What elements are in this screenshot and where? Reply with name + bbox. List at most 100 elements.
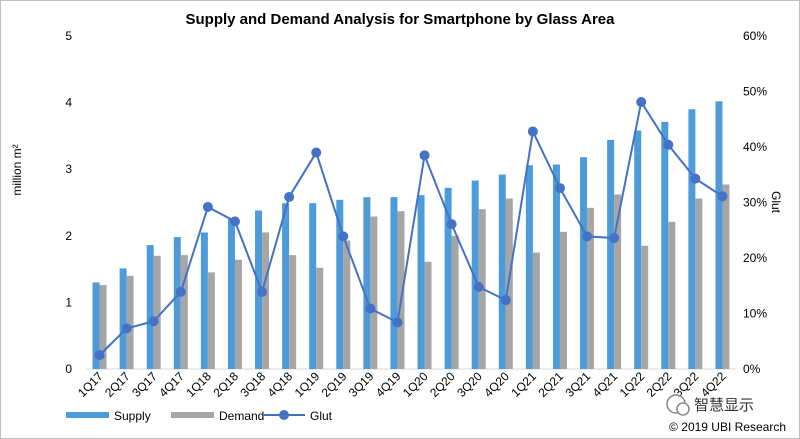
supply-bar — [444, 187, 452, 369]
chart-title: Supply and Demand Analysis for Smartphon… — [185, 11, 615, 28]
y2-axis-label: Glut — [769, 191, 783, 214]
glut-marker — [446, 219, 457, 230]
glut-marker — [311, 147, 322, 158]
demand-bar — [532, 252, 540, 369]
supply-bar — [471, 180, 479, 369]
supply-bar — [363, 197, 371, 369]
legend-marker-glut — [279, 410, 289, 420]
supply-bar — [119, 268, 127, 369]
supply-bar — [525, 165, 533, 369]
supply-bar — [498, 174, 506, 369]
y2-tick-label: 10% — [743, 307, 767, 321]
glut-line-group — [94, 97, 728, 361]
y-axis-ticks: 0 1 2 3 4 5 — [65, 29, 72, 376]
glut-marker — [554, 183, 565, 194]
glut-marker — [175, 286, 186, 297]
glut-marker — [636, 97, 647, 108]
glut-marker — [365, 303, 376, 314]
legend-label-demand: Demand — [219, 409, 264, 423]
y2-tick-label: 50% — [743, 85, 767, 99]
supply-bar — [227, 219, 235, 369]
glut-marker — [94, 350, 105, 361]
supply-bar — [173, 237, 181, 369]
demand-bar — [397, 211, 405, 369]
demand-bar — [316, 267, 324, 369]
supply-bar — [634, 130, 642, 369]
glut-marker — [473, 281, 484, 292]
glut-marker — [392, 317, 403, 328]
demand-bar — [722, 184, 730, 369]
supply-bar — [580, 157, 588, 369]
glut-marker — [419, 150, 430, 161]
glut-marker — [229, 216, 240, 227]
demand-bar — [126, 275, 134, 369]
demand-bar — [343, 240, 351, 369]
y-tick-label: 4 — [65, 96, 72, 110]
glut-marker — [121, 323, 132, 334]
y2-tick-label: 40% — [743, 140, 767, 154]
watermark: 智慧显示 — [666, 394, 754, 416]
supply-bar — [309, 203, 317, 369]
demand-bar — [641, 245, 649, 369]
glut-marker — [148, 316, 159, 327]
y-tick-label: 3 — [65, 162, 72, 176]
glut-marker — [690, 173, 701, 184]
demand-bar — [289, 255, 297, 369]
glut-marker — [717, 191, 728, 202]
y2-tick-label: 60% — [743, 29, 767, 43]
glut-marker — [202, 201, 213, 212]
demand-bar — [668, 221, 676, 369]
y-tick-label: 5 — [65, 29, 72, 43]
demand-bar — [424, 261, 432, 369]
supply-bar — [417, 195, 425, 369]
legend: Supply Demand Glut — [66, 409, 333, 423]
demand-bar — [99, 285, 107, 369]
y2-tick-label: 0% — [743, 362, 761, 376]
supply-bar — [92, 282, 100, 369]
demand-bar — [451, 235, 459, 369]
demand-bar — [153, 255, 161, 369]
glut-marker — [284, 191, 295, 202]
supply-bar — [390, 197, 398, 369]
demand-bar — [559, 231, 567, 369]
y-axis-label: million m² — [10, 144, 24, 195]
demand-bar — [262, 232, 270, 369]
glut-marker — [663, 139, 674, 150]
supply-bar — [661, 121, 669, 369]
legend-label-supply: Supply — [114, 409, 151, 423]
demand-bar — [587, 207, 595, 369]
wechat-icon-small — [676, 402, 690, 416]
legend-swatch-supply — [66, 412, 109, 418]
y-tick-label: 2 — [65, 229, 72, 243]
y2-axis-ticks: 0% 10% 20% 30% 40% 50% 60% — [743, 29, 767, 376]
supply-bar — [607, 139, 615, 369]
glut-marker — [582, 231, 593, 242]
glut-marker — [609, 233, 620, 244]
demand-bar — [207, 272, 215, 369]
demand-bar — [614, 194, 622, 369]
glut-line — [98, 99, 724, 356]
watermark-text: 智慧显示 — [694, 396, 754, 414]
demand-bar — [180, 255, 188, 369]
demand-bar — [695, 198, 703, 369]
supply-bar — [552, 164, 560, 369]
y-tick-label: 1 — [65, 295, 72, 309]
supply-bar — [282, 203, 290, 369]
y2-tick-label: 30% — [743, 196, 767, 210]
copyright: © 2019 UBI Research — [669, 420, 786, 434]
bars — [92, 101, 730, 369]
legend-swatch-demand — [171, 412, 214, 418]
supply-bar — [688, 109, 696, 369]
supply-bar — [200, 232, 208, 369]
demand-bar — [370, 216, 378, 369]
y-tick-label: 0 — [65, 362, 72, 376]
glut-marker — [527, 126, 538, 137]
supply-bar — [146, 245, 154, 369]
demand-bar — [234, 259, 242, 369]
glut-marker — [257, 286, 268, 297]
legend-label-glut: Glut — [310, 409, 333, 423]
glut-marker — [500, 295, 511, 306]
y2-tick-label: 20% — [743, 251, 767, 265]
